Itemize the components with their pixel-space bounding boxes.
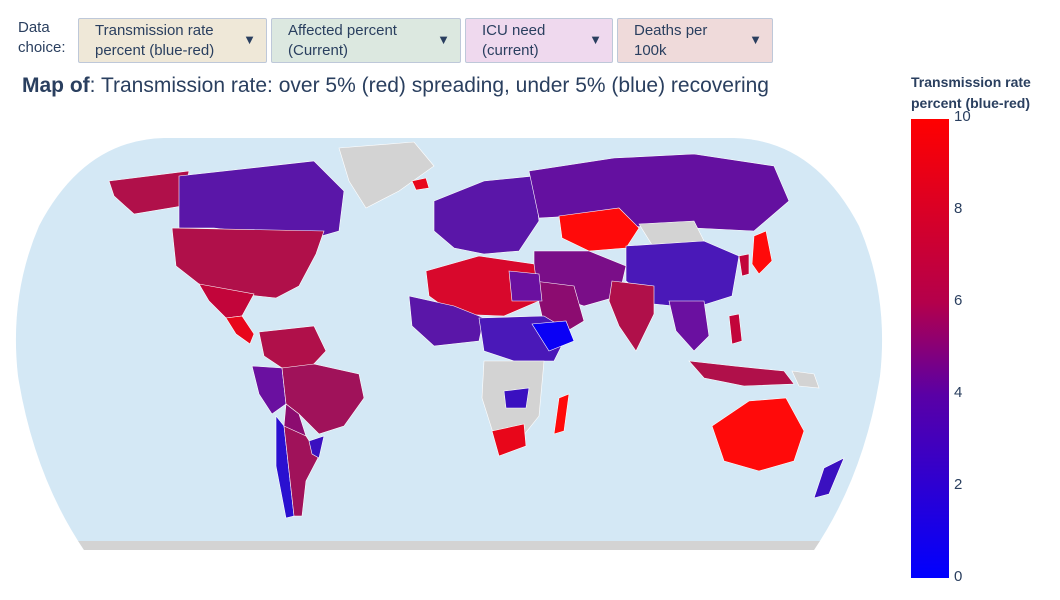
colorbar: [911, 119, 949, 578]
map-title-bold: Map of: [22, 74, 90, 97]
country-egypt[interactable]: [508, 270, 543, 302]
country-papua-new-guinea[interactable]: [791, 370, 820, 389]
colorbar-title: Transmission rate percent (blue-red): [911, 74, 1031, 111]
country-greenland[interactable]: [338, 141, 435, 209]
country-philippines[interactable]: [728, 313, 743, 345]
data-choice-label: Data choice:: [18, 19, 66, 56]
dropdown-label: ICU need (current): [482, 22, 546, 59]
region-europe[interactable]: [433, 175, 540, 255]
dropdown-affected-percent[interactable]: Affected percent (Current) ▼: [271, 18, 461, 63]
country-ethiopia[interactable]: [531, 320, 575, 352]
country-saudi-arabia[interactable]: [533, 280, 585, 337]
map-title-text: : Transmission rate: over 5% (red) sprea…: [89, 74, 769, 97]
country-korea[interactable]: [738, 253, 750, 277]
country-japan[interactable]: [751, 230, 773, 275]
region-west-africa[interactable]: [408, 295, 485, 347]
country-new-zealand[interactable]: [813, 457, 845, 499]
colorbar-tick-0: 0: [954, 568, 963, 585]
colorbar-tick-4: 4: [954, 384, 963, 401]
chevron-down-icon: ▼: [243, 32, 256, 47]
country-madagascar[interactable]: [553, 393, 570, 435]
country-iceland[interactable]: [411, 177, 430, 191]
world-choropleth-map[interactable]: [14, 136, 884, 550]
country-argentina[interactable]: [283, 425, 320, 517]
dropdown-icu-need[interactable]: ICU need (current) ▼: [465, 18, 613, 63]
dropdown-label: Transmission rate percent (blue-red): [95, 22, 215, 59]
colorbar-tick-2: 2: [954, 476, 963, 493]
colorbar-tick-6: 6: [954, 292, 963, 309]
country-uruguay[interactable]: [308, 435, 325, 459]
country-usa[interactable]: [171, 227, 325, 299]
country-central-america[interactable]: [225, 315, 255, 345]
colorbar-tick-10: 10: [954, 108, 971, 125]
dropdown-deaths[interactable]: Deaths per 100k ▼: [617, 18, 773, 63]
colorbar-tick-8: 8: [954, 200, 963, 217]
dropdown-transmission-rate[interactable]: Transmission rate percent (blue-red) ▼: [78, 18, 267, 63]
chevron-down-icon: ▼: [749, 32, 762, 47]
data-choice-controls: Data choice: Transmission rate percent (…: [18, 18, 777, 63]
dropdown-label: Affected percent (Current): [288, 22, 397, 59]
country-alaska[interactable]: [108, 170, 190, 215]
dropdown-label: Deaths per 100k: [634, 22, 708, 59]
chevron-down-icon: ▼: [437, 32, 450, 47]
country-australia[interactable]: [711, 397, 805, 472]
region-southeast-asia[interactable]: [668, 300, 710, 352]
country-zambia[interactable]: [503, 387, 530, 409]
country-india[interactable]: [608, 280, 655, 352]
map-title: Map of: Transmission rate: over 5% (red)…: [22, 74, 769, 98]
country-indonesia[interactable]: [688, 360, 795, 387]
country-south-africa[interactable]: [491, 423, 527, 457]
chevron-down-icon: ▼: [589, 32, 602, 47]
antarctica: [15, 541, 883, 550]
country-peru[interactable]: [251, 365, 287, 415]
country-chile[interactable]: [275, 415, 295, 519]
